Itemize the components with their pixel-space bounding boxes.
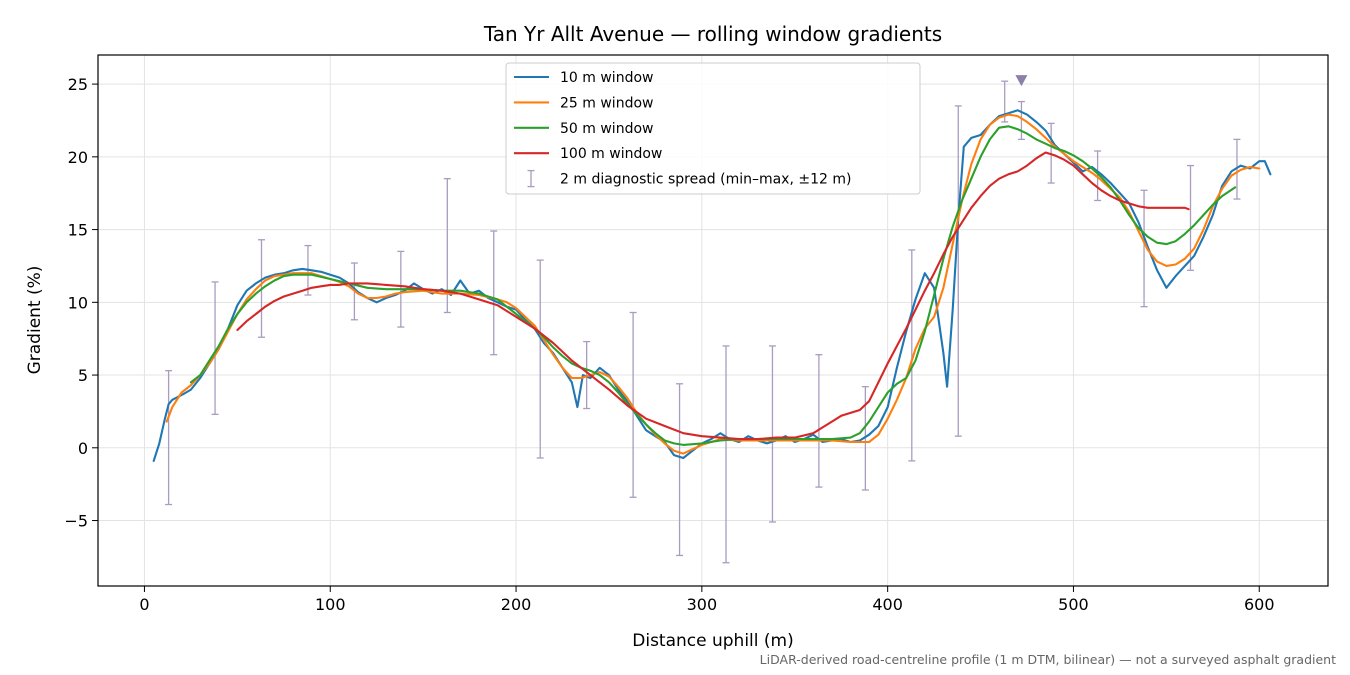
legend-item: 100 m window xyxy=(514,146,662,162)
y-axis-label: Gradient (%) xyxy=(25,266,45,375)
x-axis-label: Distance uphill (m) xyxy=(632,631,793,651)
y-tick-label: 15 xyxy=(68,221,88,240)
errorbar xyxy=(583,340,591,410)
errorbar xyxy=(1017,100,1025,141)
legend-item: 2 m diagnostic spread (min–max, ±12 m) xyxy=(527,169,851,188)
errorbar xyxy=(676,383,684,557)
errorbar xyxy=(815,354,823,488)
legend-box xyxy=(505,62,921,195)
y-tick-label: −5 xyxy=(64,512,88,531)
x-tick-label: 0 xyxy=(139,595,149,614)
legend-label: 10 m window xyxy=(560,70,653,86)
errorbar xyxy=(629,311,637,498)
y-tick-label: 25 xyxy=(68,75,88,94)
y-tick-label: 5 xyxy=(78,366,88,385)
legend-label: 50 m window xyxy=(560,121,653,137)
x-axis-ticks: 0 100 200 300 400 500 600 xyxy=(139,586,1275,614)
errorbar xyxy=(165,370,173,506)
x-tick-label: 500 xyxy=(1058,595,1089,614)
errorbar xyxy=(1094,150,1102,202)
errorbar xyxy=(722,345,730,564)
errorbar xyxy=(954,105,962,437)
y-tick-label: 0 xyxy=(78,439,88,458)
errorbar xyxy=(536,259,544,459)
peak-marker-group xyxy=(1015,75,1028,87)
errorbar xyxy=(1140,189,1148,308)
legend-label: 25 m window xyxy=(560,95,653,111)
footnote: LiDAR-derived road-centreline profile (1… xyxy=(760,652,1336,667)
legend-label: 2 m diagnostic spread (min–max, ±12 m) xyxy=(560,172,851,188)
peak-marker xyxy=(1015,75,1028,87)
legend-item: 50 m window xyxy=(514,121,653,137)
y-tick-label: 10 xyxy=(68,293,88,312)
legend: 10 m window 25 m window 50 m window 100 m w… xyxy=(505,62,921,195)
legend-item: 25 m window xyxy=(514,95,653,111)
y-axis-ticks: −5 0 5 10 15 20 25 xyxy=(64,75,98,531)
line-series xyxy=(152,109,1272,462)
chart-title: Tan Yr Allt Avenue — rolling window grad… xyxy=(483,22,942,46)
x-tick-label: 300 xyxy=(687,595,718,614)
x-tick-label: 600 xyxy=(1244,595,1275,614)
plot-frame xyxy=(97,54,1329,587)
legend-label: 100 m window xyxy=(560,146,662,162)
x-tick-label: 100 xyxy=(315,595,346,614)
errorbar xyxy=(490,230,498,356)
series-line-4 xyxy=(236,151,1190,441)
legend-item: 10 m window xyxy=(514,70,653,86)
x-tick-label: 400 xyxy=(872,595,903,614)
y-tick-label: 20 xyxy=(68,148,88,167)
series-line-1 xyxy=(152,109,1272,462)
x-tick-label: 200 xyxy=(501,595,532,614)
errorbar xyxy=(768,345,776,523)
errorbar xyxy=(211,281,219,415)
errorbar xyxy=(1233,138,1241,200)
series-line-3 xyxy=(189,125,1237,446)
errorbar xyxy=(908,249,916,462)
